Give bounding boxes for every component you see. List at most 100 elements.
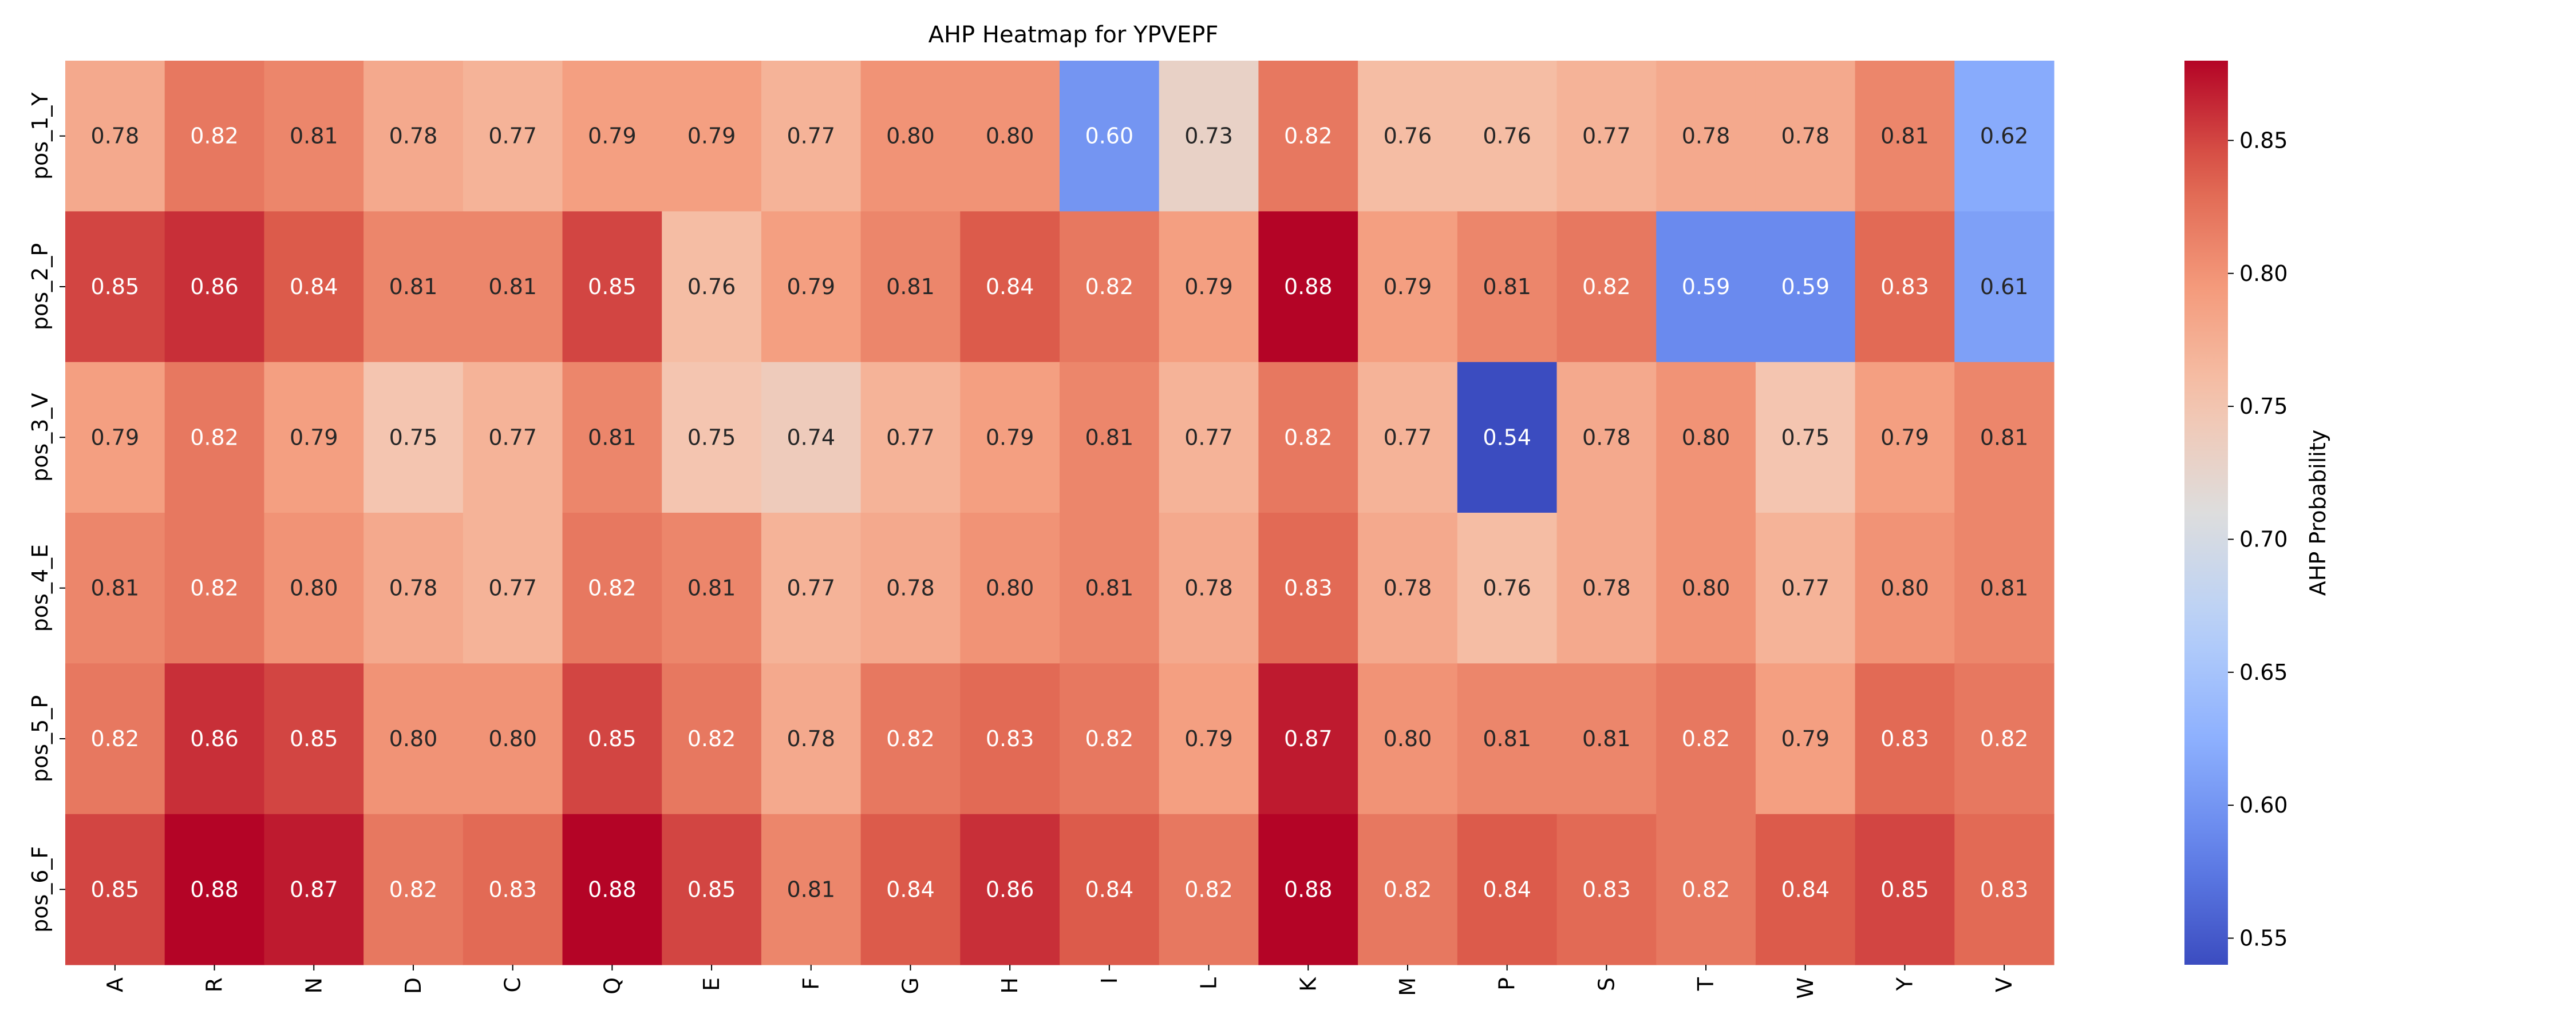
cell-value-label: 0.81	[389, 274, 438, 299]
cell-value-label: 0.75	[1781, 425, 1830, 450]
heatmap-cell	[1457, 211, 1558, 363]
cell-value-label: 0.80	[488, 726, 537, 751]
heatmap-cell	[860, 814, 961, 965]
heatmap-cell	[1457, 663, 1558, 815]
heatmap-cell	[662, 814, 762, 965]
cell-value-label: 0.61	[1980, 274, 2029, 299]
heatmap-cell	[1855, 814, 1955, 965]
cell-value-label: 0.77	[488, 124, 537, 149]
heatmap-cell	[364, 362, 464, 513]
cell-value-label: 0.77	[488, 425, 537, 450]
cell-value-label: 0.82	[91, 726, 140, 751]
heatmap-cell	[164, 61, 264, 212]
heatmap-cell	[1159, 663, 1259, 815]
cell-value-label: 0.82	[1184, 877, 1233, 902]
heatmap-cell	[463, 663, 563, 815]
heatmap-cell	[662, 663, 762, 815]
cell-value-label: 0.81	[1085, 425, 1134, 450]
heatmap-cell	[364, 61, 464, 212]
heatmap-cell	[65, 663, 165, 815]
y-tick-label: pos_2_P	[27, 243, 53, 330]
cell-value-label: 0.88	[1284, 877, 1333, 902]
cell-value-label: 0.82	[688, 726, 736, 751]
heatmap-cell	[1457, 814, 1558, 965]
cell-value-label: 0.77	[1184, 425, 1233, 450]
cell-value-label: 0.78	[91, 124, 140, 149]
heatmap-cell	[761, 61, 862, 212]
heatmap-cell	[662, 362, 762, 513]
cell-value-label: 0.81	[1980, 425, 2029, 450]
heatmap-cell	[463, 362, 563, 513]
heatmap-cell	[1556, 362, 1657, 513]
x-tick-label: Q	[599, 977, 625, 995]
cell-value-label: 0.75	[389, 425, 438, 450]
heatmap-cell	[1556, 814, 1657, 965]
cell-value-label: 0.77	[1781, 576, 1830, 601]
cell-value-label: 0.81	[91, 576, 140, 601]
cell-value-label: 0.82	[1085, 274, 1134, 299]
x-tick-label: F	[799, 977, 824, 990]
y-tick-label: pos_5_P	[27, 695, 53, 782]
chart-title: AHP Heatmap for YPVEPF	[929, 22, 1219, 48]
heatmap-cell	[164, 513, 264, 664]
heatmap-cell	[364, 814, 464, 965]
heatmap-cell	[1855, 513, 1955, 664]
heatmap-cell	[1258, 663, 1358, 815]
heatmap-cell	[264, 814, 364, 965]
colorbar-tick-label: 0.80	[2239, 261, 2288, 286]
cell-value-label: 0.59	[1781, 274, 1830, 299]
heatmap-cell	[1954, 513, 2055, 664]
x-tick-label: D	[401, 977, 426, 994]
x-tick-label: Y	[1892, 977, 1917, 991]
cell-value-label: 0.59	[1682, 274, 1730, 299]
heatmap-cell	[562, 513, 662, 664]
x-tick-label: C	[500, 977, 526, 993]
cell-value-label: 0.77	[886, 425, 935, 450]
y-tick-label: pos_1_Y	[27, 92, 53, 180]
cell-value-label: 0.79	[1184, 274, 1233, 299]
cell-value-label: 0.82	[1284, 425, 1333, 450]
heatmap-cell	[860, 211, 961, 363]
heatmap-cell	[264, 61, 364, 212]
cell-value-label: 0.82	[1980, 726, 2029, 751]
heatmap-cell	[1755, 513, 1856, 664]
heatmap-cell	[264, 513, 364, 664]
heatmap-cell	[860, 362, 961, 513]
heatmap-cell	[761, 663, 862, 815]
heatmap-cell	[1258, 814, 1358, 965]
cell-value-label: 0.79	[1781, 726, 1830, 751]
y-tick-label: pos_4_E	[27, 544, 53, 632]
cell-value-label: 0.54	[1483, 425, 1531, 450]
heatmap-cell	[1457, 61, 1558, 212]
heatmap-cell	[1060, 362, 1160, 513]
heatmap-cell	[1358, 211, 1458, 363]
cell-value-label: 0.79	[1384, 274, 1432, 299]
heatmap-cell	[761, 513, 862, 664]
cell-value-label: 0.78	[787, 726, 835, 751]
cell-value-label: 0.86	[986, 877, 1034, 902]
y-tick-label: pos_6_F	[27, 846, 53, 933]
heatmap-cell	[960, 513, 1060, 664]
cell-value-label: 0.85	[91, 274, 140, 299]
cell-value-label: 0.79	[986, 425, 1034, 450]
cell-value-label: 0.76	[1384, 124, 1432, 149]
cell-value-label: 0.83	[1284, 576, 1333, 601]
cell-value-label: 0.79	[588, 124, 637, 149]
heatmap-cell	[662, 211, 762, 363]
cell-value-label: 0.60	[1085, 124, 1134, 149]
cell-value-label: 0.81	[787, 877, 835, 902]
cell-value-label: 0.79	[787, 274, 835, 299]
heatmap-cell	[1358, 513, 1458, 664]
heatmap-cell	[1855, 211, 1955, 363]
heatmap-cell	[164, 362, 264, 513]
colorbar-tick-label: 0.55	[2239, 926, 2288, 951]
heatmap-cell	[1258, 61, 1358, 212]
heatmap-cell	[1954, 814, 2055, 965]
cell-value-label: 0.80	[986, 124, 1034, 149]
heatmap-cell	[164, 211, 264, 363]
heatmap-cell	[761, 362, 862, 513]
cell-value-label: 0.82	[1582, 274, 1631, 299]
heatmap-cell	[1556, 61, 1657, 212]
heatmap-cell	[463, 814, 563, 965]
